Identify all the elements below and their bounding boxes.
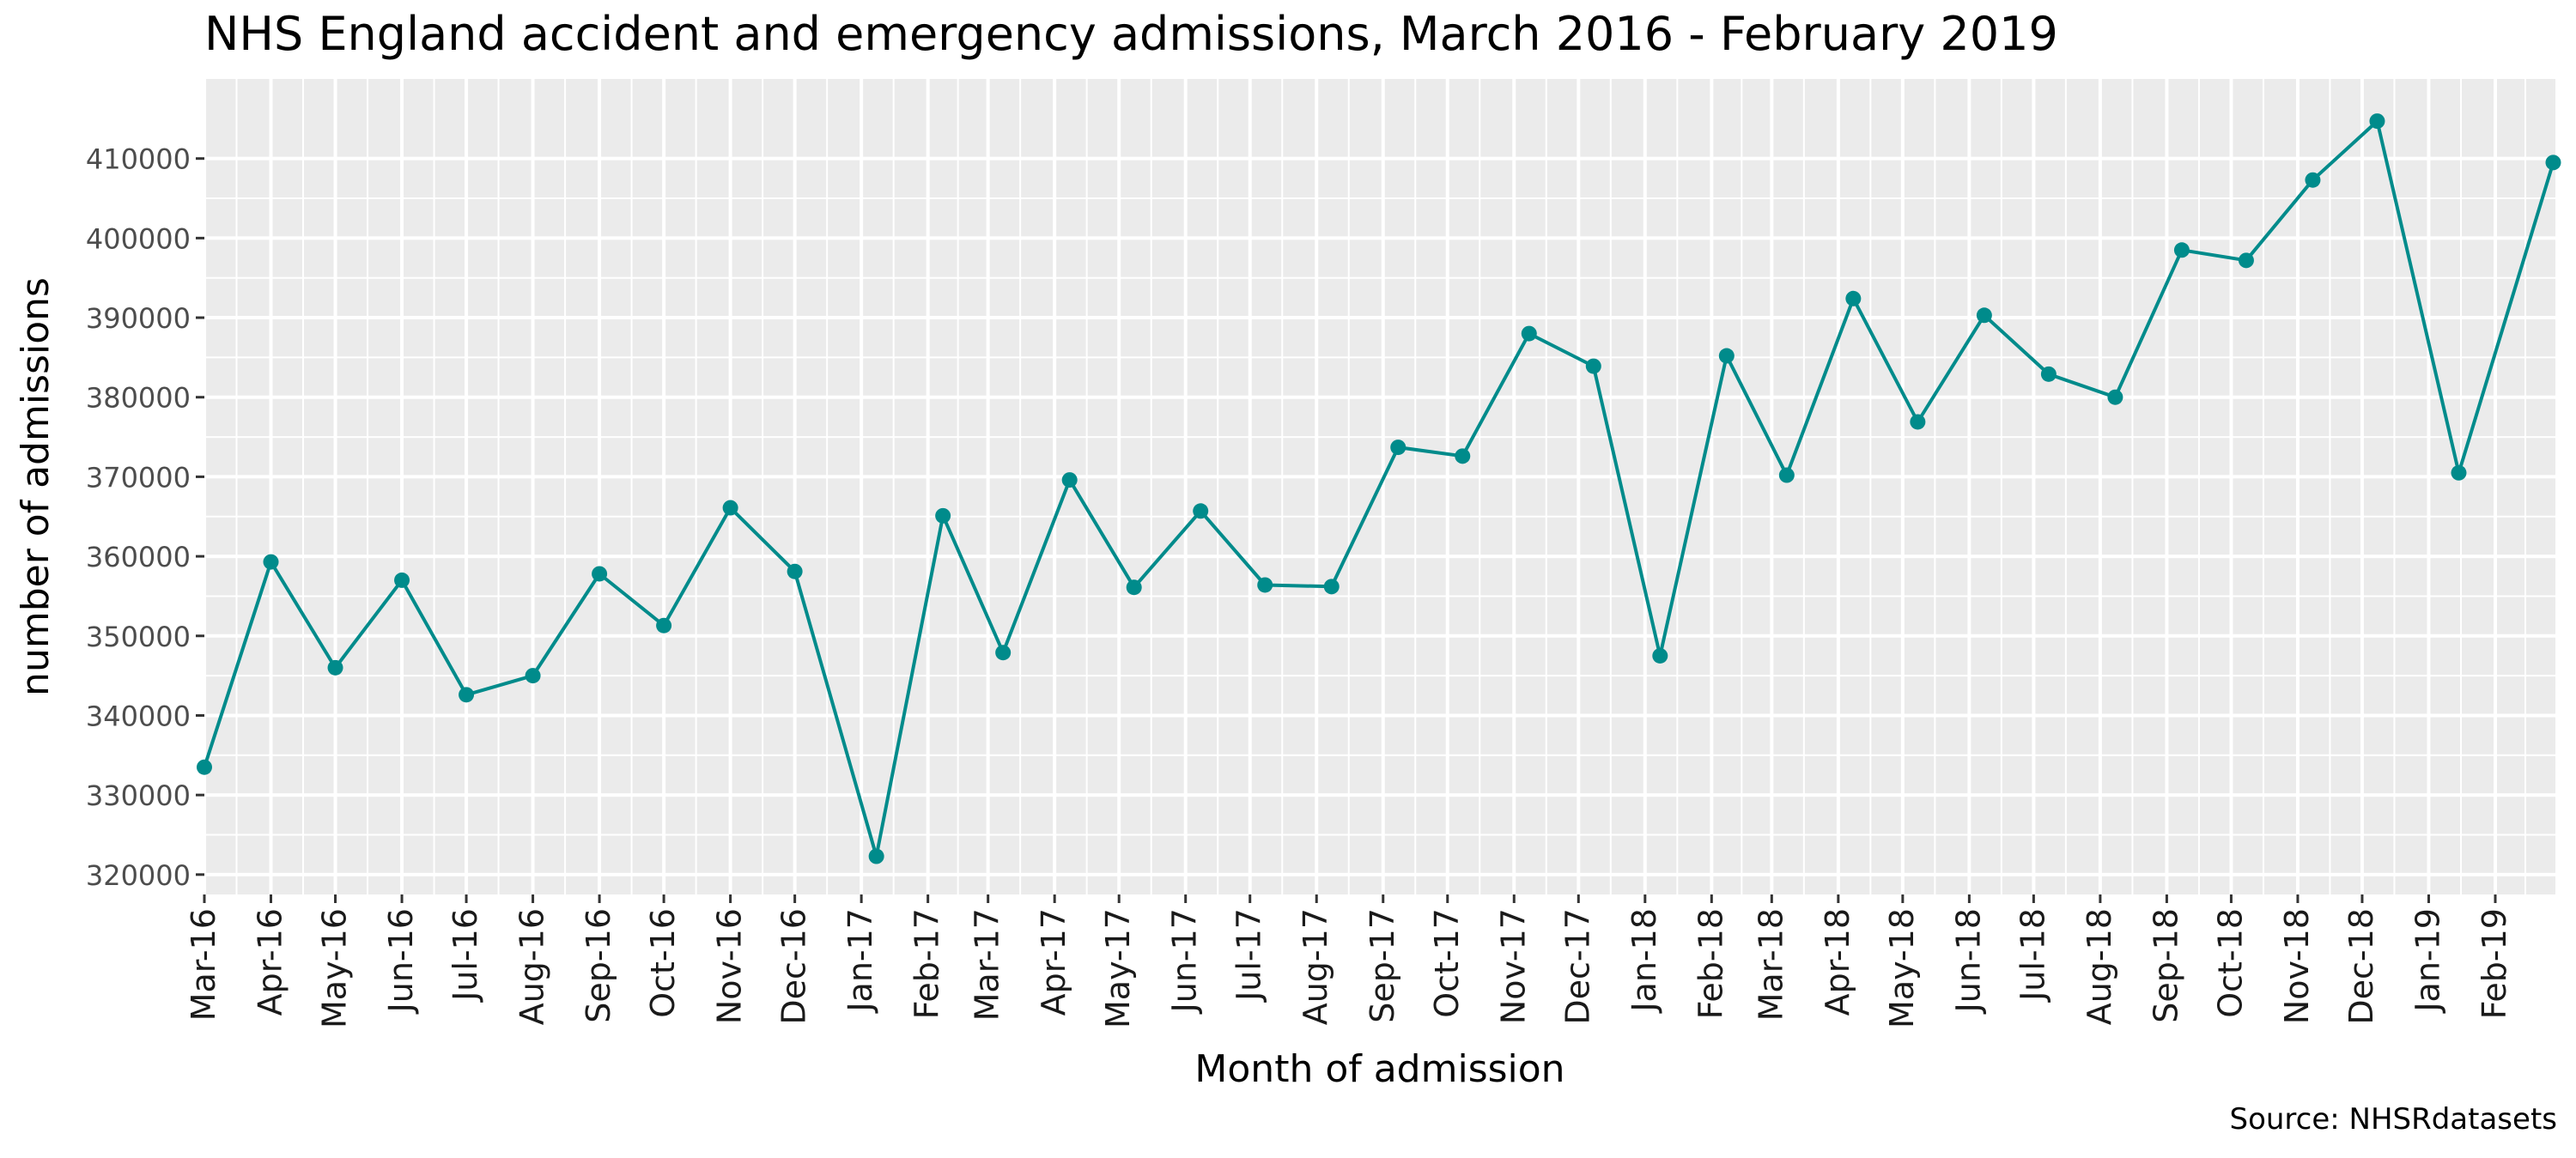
x-tick-label: Apr-16 [252, 908, 289, 1016]
x-tick-label: Mar-16 [185, 908, 222, 1021]
x-tick-label: Aug-16 [513, 908, 551, 1025]
x-tick-label: Jun-17 [1166, 908, 1204, 1014]
data-point [1718, 348, 1735, 364]
data-point [525, 668, 541, 684]
x-tick-label: Jan-19 [2409, 908, 2446, 1014]
x-tick-label: Jan-18 [1625, 908, 1663, 1014]
x-tick-label: Nov-16 [711, 908, 749, 1024]
x-tick-label: Aug-18 [2081, 908, 2118, 1025]
data-point [197, 759, 212, 775]
x-tick-label: Jul-18 [2014, 908, 2051, 1003]
data-point [2107, 389, 2123, 405]
x-tick-label: Jun-16 [382, 908, 420, 1014]
data-point [1778, 467, 1795, 483]
data-point [327, 659, 343, 676]
data-point [2040, 366, 2057, 382]
y-tick-label: 320000 [86, 859, 191, 892]
data-point [2238, 252, 2254, 269]
x-tick-label: Apr-17 [1035, 908, 1072, 1016]
series-layer [197, 113, 2561, 864]
data-point [1323, 579, 1340, 595]
y-axis: 320000 330000 340000 350000 360000 370000 3800… [86, 143, 204, 892]
x-tick-label: Dec-18 [2342, 908, 2380, 1025]
x-axis-title: Month of admission [1194, 1047, 1564, 1091]
y-tick-label: 370000 [86, 461, 191, 494]
data-point [868, 848, 884, 864]
x-tick-label: Feb-17 [908, 908, 946, 1019]
x-axis: Mar-16 Apr-16 May-16 Jun-16 Jul-16 Aug-16 Sep-… [185, 894, 2513, 1028]
x-tick-label: Jul-17 [1230, 908, 1268, 1003]
x-tick-label: Dec-17 [1558, 908, 1596, 1025]
data-point [2305, 172, 2321, 188]
x-tick-label: Nov-18 [2278, 908, 2316, 1024]
data-point [1193, 503, 1209, 519]
data-point [787, 563, 803, 579]
data-point [1390, 440, 1406, 456]
data-point [1521, 325, 1537, 342]
y-tick-label: 360000 [86, 541, 191, 573]
y-tick-label: 380000 [86, 382, 191, 415]
x-tick-label: Sep-17 [1364, 908, 1401, 1023]
x-tick-label: Sep-16 [580, 908, 617, 1023]
data-point [1976, 307, 1992, 324]
minor-gridlines [204, 79, 2555, 894]
data-point [995, 645, 1012, 661]
data-point [722, 500, 738, 516]
x-tick-label: Oct-18 [2211, 908, 2249, 1018]
data-point [1910, 414, 1926, 430]
y-tick-label: 340000 [86, 700, 191, 732]
data-point [1845, 290, 1862, 306]
x-tick-label: Jan-17 [841, 908, 879, 1014]
x-tick-label: Jul-16 [447, 908, 484, 1003]
data-point [459, 687, 475, 703]
data-point [2451, 464, 2467, 481]
x-tick-label: May-18 [1883, 908, 1921, 1028]
data-point [394, 572, 410, 588]
data-point [2545, 155, 2561, 171]
data-point [1585, 358, 1601, 374]
x-tick-label: May-17 [1099, 908, 1137, 1028]
x-tick-label: Apr-18 [1819, 908, 1856, 1016]
x-tick-label: Aug-17 [1297, 908, 1334, 1025]
data-point [2173, 242, 2190, 258]
x-tick-label: Mar-17 [969, 908, 1006, 1021]
x-tick-label: Jun-18 [1949, 908, 1987, 1014]
data-point [1652, 647, 1668, 664]
y-axis-title: number of admissions [14, 277, 58, 696]
x-tick-label: Oct-16 [644, 908, 682, 1018]
x-tick-label: Oct-17 [1428, 908, 1466, 1018]
series-0 [197, 113, 2561, 864]
data-point [2369, 113, 2385, 130]
x-tick-label: Feb-18 [1692, 908, 1729, 1019]
x-tick-label: Nov-17 [1494, 908, 1532, 1024]
y-tick-label: 330000 [86, 779, 191, 812]
major-gridlines [203, 79, 2555, 894]
data-point [592, 566, 608, 582]
data-point [1455, 448, 1471, 464]
data-point [1257, 577, 1273, 593]
x-tick-label: Mar-18 [1752, 908, 1789, 1021]
data-point [263, 554, 279, 570]
data-point [935, 507, 951, 524]
data-point [1126, 579, 1142, 596]
data-point [1061, 472, 1078, 488]
source-caption: Source: NHSRdatasets [2229, 1102, 2557, 1137]
y-tick-label: 410000 [86, 143, 191, 176]
series-line [203, 119, 2555, 858]
y-tick-label: 390000 [86, 302, 191, 335]
data-point [656, 617, 672, 634]
y-tick-label: 350000 [86, 621, 191, 653]
y-tick-label: 400000 [86, 222, 191, 255]
x-tick-label: May-16 [316, 908, 354, 1028]
x-tick-label: Feb-19 [2476, 908, 2513, 1019]
x-tick-label: Sep-18 [2147, 908, 2184, 1023]
x-tick-label: Dec-16 [775, 908, 813, 1025]
chart-title: NHS England accident and emergency admis… [204, 7, 2058, 61]
